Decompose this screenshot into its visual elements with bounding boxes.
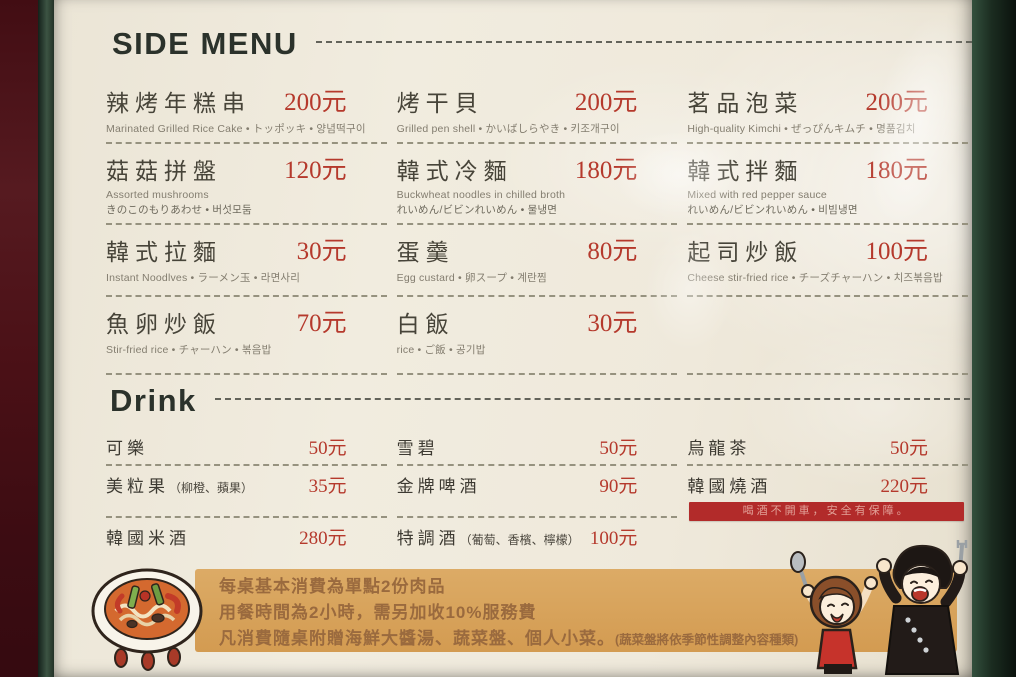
dish-description: Egg custard • 卵スープ • 계란찜 [396,272,547,284]
dish-description: Marinated Grilled Rice Cake • トッポッキ • 양념… [106,123,366,135]
cheering-couple-illustration [790,540,968,675]
drink-item-cell: 韓國米酒 280元 [106,518,387,562]
dish-name: 起司炒飯 [687,240,804,266]
dish-description: High-quality Kimchi • ぜっぴんキムチ • 명품김치 [687,123,916,135]
menu-item-cell: 菇菇拼盤 120元 Assorted mushrooms きのこのもりあわせ •… [106,144,387,225]
dotted-leader [214,398,970,400]
left-frame-fabric [0,0,38,677]
dotted-leader [315,41,972,43]
drink-name: 可樂 [106,439,148,458]
dish-price: 180元 [865,157,928,184]
drink-flavor-note: （柳橙、蘋果） [169,481,254,495]
dish-description: Stir-fried rice • チャーハン • 볶음밥 [106,344,272,356]
man-figure [876,540,968,675]
drink-header: Drink [110,383,970,419]
dish-price: 30元 [296,238,347,265]
dish-description: Assorted mushrooms [106,189,209,201]
drink-name: 特調酒（葡萄、香檳、檸檬） [396,529,580,548]
drink-price: 50元 [599,438,638,459]
drink-name: 美粒果（柳橙、蘋果） [106,477,254,496]
dish-description-2: きのこのもりあわせ • 버섯모둠 [106,204,252,216]
right-frame-edge [972,0,1016,677]
dish-description-2: れいめん/ビビンれいめん • 비빔냉면 [687,204,858,216]
dish-price: 100元 [865,238,928,265]
girl-figure [790,551,878,674]
footer-note: 凡消費隨桌附贈海鮮大醬湯、蔬菜盤、個人小菜。(蔬菜盤將依季節性調整內容種類) [219,629,799,648]
menu-paper: SIDE MENU 辣烤年糕串 200元 Marinated Grilled R… [54,0,990,677]
drink-title: Drink [110,383,197,418]
drink-item-cell: 美粒果（柳橙、蘋果） 35元 [106,466,387,518]
drink-item-cell: 烏龍茶 50元 [687,428,968,466]
drink-price: 35元 [308,476,347,497]
drink-item-cell: 可樂 50元 [106,428,387,466]
menu-item-cell: 魚卵炒飯 70元 Stir-fried rice • チャーハン • 볶음밥 [106,297,387,375]
dish-price: 70元 [296,310,347,337]
drink-price: 90元 [599,476,638,497]
dish-name: 辣烤年糕串 [106,91,251,117]
menu-item-cell: 白飯 30元 rice • ご飯 • 공기밥 [396,297,678,375]
menu-item-cell: 韓式拉麵 30元 Instant Noodlves • ラーメン玉 • 라면사리 [106,225,387,297]
drink-item-cell: 特調酒（葡萄、香檳、檸檬） 100元 [397,518,678,562]
dish-price: 200元 [574,89,638,116]
menu-item-cell: 韓式冷麵 180元 Buckwheat noodles in chilled b… [396,144,678,225]
dish-description: Instant Noodlves • ラーメン玉 • 라면사리 [106,272,301,284]
dish-description: Mixed with red pepper sauce [687,189,827,201]
drink-name: 烏龍茶 [687,439,751,458]
menu-item-cell: 茗品泡菜 200元 High-quality Kimchi • ぜっぴんキムチ … [687,76,968,144]
dish-name: 烤干貝 [396,91,484,117]
drink-name: 金牌啤酒 [396,477,481,496]
drink-price: 100元 [589,528,638,549]
drink-flavor-note: （葡萄、香檳、檸檬） [459,533,580,547]
alcohol-warning-banner: 喝酒不開車，安全有保障。 [689,502,964,521]
dish-name: 菇菇拼盤 [106,159,222,185]
drink-name: 韓國米酒 [106,529,190,548]
left-frame-edge [38,0,54,677]
drink-item-cell: 雪碧 50元 [396,428,678,466]
drink-name: 韓國燒酒 [687,477,772,496]
drink-price: 50元 [889,438,928,459]
footer-note-small: (蔬菜盤將依季節性調整內容種類) [615,633,799,647]
drink-name: 雪碧 [396,439,439,458]
menu-item-cell: 辣烤年糕串 200元 Marinated Grilled Rice Cake •… [106,76,387,144]
dish-description-2: れいめん/ビビンれいめん • 물냉면 [396,204,558,216]
menu-item-cell: 起司炒飯 100元 Cheese stir-fried rice • チーズチャ… [687,225,968,297]
dish-description: Cheese stir-fried rice • チーズチャーハン • 치즈볶음… [687,272,943,284]
side-menu-grid: 辣烤年糕串 200元 Marinated Grilled Rice Cake •… [106,76,968,375]
menu-item-cell: 韓式拌麵 180元 Mixed with red pepper sauce れい… [687,144,968,225]
dish-description: Grilled pen shell • かいばしらやき • 키조개구이 [396,123,620,135]
drink-price: 220元 [880,476,928,497]
menu-item-cell: 蛋羹 80元 Egg custard • 卵スープ • 계란찜 [396,225,678,297]
dish-description: rice • ご飯 • 공기밥 [396,344,486,356]
dish-name: 白飯 [396,312,455,338]
footer-note: 每桌基本消費為單點2份肉品 [219,577,446,596]
dish-price: 200元 [865,89,928,116]
dish-name: 蛋羹 [396,240,455,266]
drink-item-cell: 金牌啤酒 90元 [396,466,678,518]
footer-note: 用餐時間為2小時，需另加收10%服務費 [219,603,537,622]
dish-name: 茗品泡菜 [687,91,804,117]
dish-price: 80元 [587,238,638,265]
dish-name: 魚卵炒飯 [106,312,222,338]
dish-name: 韓式拉麵 [106,240,222,266]
dish-price: 200元 [284,89,347,116]
drink-price: 50元 [308,438,347,459]
empty-cell [687,297,968,375]
side-menu-header: SIDE MENU [112,26,972,62]
dish-name: 韓式拌麵 [687,159,804,185]
drink-item-cell: 韓國燒酒 220元 喝酒不開車，安全有保障。 [687,466,968,521]
side-menu-title: SIDE MENU [112,26,298,61]
hotpot-dish-illustration [91,568,203,671]
drink-price: 280元 [299,528,347,549]
menu-item-cell: 烤干貝 200元 Grilled pen shell • かいばしらやき • 키… [396,76,678,144]
dish-price: 30元 [587,310,638,337]
dish-price: 180元 [574,157,638,184]
dish-name: 韓式冷麵 [396,159,513,185]
dish-price: 120元 [284,157,347,184]
drink-grid: 可樂 50元 雪碧 50元 烏龍茶 50元 美粒果（柳橙、蘋果） [106,428,968,562]
dish-description: Buckwheat noodles in chilled broth [396,189,566,201]
